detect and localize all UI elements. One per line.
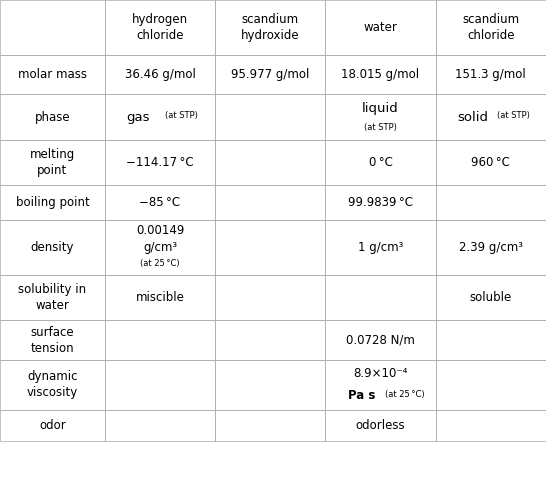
Bar — [325, 220, 436, 275]
Bar — [0, 275, 105, 320]
Text: 36.46 g/mol: 36.46 g/mol — [124, 68, 195, 81]
Text: 0.0728 N/m: 0.0728 N/m — [346, 333, 415, 347]
Text: (at STP): (at STP) — [497, 111, 530, 120]
Bar — [436, 94, 546, 140]
Bar — [105, 360, 215, 410]
Text: scandium
chloride: scandium chloride — [462, 13, 519, 42]
Text: hydrogen
chloride: hydrogen chloride — [132, 13, 188, 42]
Bar — [0, 55, 105, 94]
Text: Pa s: Pa s — [348, 389, 376, 402]
Text: miscible: miscible — [135, 291, 185, 304]
Text: molar mass: molar mass — [18, 68, 87, 81]
Bar — [325, 0, 436, 55]
Bar — [325, 185, 436, 220]
Text: 95.977 g/mol: 95.977 g/mol — [231, 68, 310, 81]
Bar — [215, 0, 325, 55]
Bar — [0, 320, 105, 360]
Text: 0 °C: 0 °C — [369, 156, 393, 169]
Text: (at 25 °C): (at 25 °C) — [385, 390, 425, 399]
Text: phase: phase — [34, 111, 70, 124]
Bar — [215, 94, 325, 140]
Bar — [215, 140, 325, 185]
Bar — [325, 360, 436, 410]
Text: (at 25 °C): (at 25 °C) — [140, 260, 180, 268]
Text: dynamic
viscosity: dynamic viscosity — [27, 370, 78, 399]
Bar — [436, 185, 546, 220]
Bar — [215, 410, 325, 441]
Bar — [215, 55, 325, 94]
Bar — [105, 94, 215, 140]
Text: solid: solid — [458, 111, 489, 124]
Text: water: water — [364, 21, 397, 34]
Bar — [105, 410, 215, 441]
Text: gas: gas — [127, 111, 150, 124]
Bar — [325, 320, 436, 360]
Text: scandium
hydroxide: scandium hydroxide — [241, 13, 300, 42]
Bar — [436, 220, 546, 275]
Bar — [105, 275, 215, 320]
Bar — [325, 94, 436, 140]
Bar — [325, 275, 436, 320]
Text: 960 °C: 960 °C — [471, 156, 511, 169]
Bar — [215, 320, 325, 360]
Text: soluble: soluble — [470, 291, 512, 304]
Bar — [436, 360, 546, 410]
Text: 2.39 g/cm³: 2.39 g/cm³ — [459, 241, 523, 254]
Bar — [105, 320, 215, 360]
Text: solubility in
water: solubility in water — [19, 283, 86, 312]
Text: (at STP): (at STP) — [364, 123, 397, 132]
Bar — [105, 55, 215, 94]
Text: −85 °C: −85 °C — [139, 196, 181, 209]
Text: −114.17 °C: −114.17 °C — [126, 156, 194, 169]
Bar — [105, 220, 215, 275]
Text: odor: odor — [39, 419, 66, 432]
Bar — [0, 94, 105, 140]
Text: surface
tension: surface tension — [31, 326, 74, 354]
Bar — [436, 55, 546, 94]
Text: boiling point: boiling point — [15, 196, 90, 209]
Text: 99.9839 °C: 99.9839 °C — [348, 196, 413, 209]
Text: melting
point: melting point — [30, 148, 75, 177]
Bar — [325, 140, 436, 185]
Bar — [105, 185, 215, 220]
Text: 1 g/cm³: 1 g/cm³ — [358, 241, 403, 254]
Bar — [0, 0, 105, 55]
Bar — [0, 220, 105, 275]
Bar — [105, 0, 215, 55]
Text: 0.00149: 0.00149 — [136, 224, 184, 238]
Text: (at STP): (at STP) — [165, 111, 198, 120]
Bar — [325, 55, 436, 94]
Bar — [0, 360, 105, 410]
Text: 18.015 g/mol: 18.015 g/mol — [341, 68, 420, 81]
Bar — [325, 410, 436, 441]
Text: liquid: liquid — [362, 103, 399, 115]
Text: density: density — [31, 241, 74, 254]
Bar — [436, 0, 546, 55]
Text: 151.3 g/mol: 151.3 g/mol — [455, 68, 526, 81]
Bar — [436, 410, 546, 441]
Bar — [0, 185, 105, 220]
Bar — [215, 275, 325, 320]
Bar — [215, 185, 325, 220]
Text: odorless: odorless — [356, 419, 405, 432]
Bar — [436, 275, 546, 320]
Bar — [105, 140, 215, 185]
Bar — [0, 410, 105, 441]
Bar — [215, 360, 325, 410]
Bar — [0, 140, 105, 185]
Bar — [215, 220, 325, 275]
Bar — [436, 140, 546, 185]
Text: 8.9×10⁻⁴: 8.9×10⁻⁴ — [353, 367, 408, 380]
Text: g/cm³: g/cm³ — [143, 241, 177, 254]
Bar — [436, 320, 546, 360]
